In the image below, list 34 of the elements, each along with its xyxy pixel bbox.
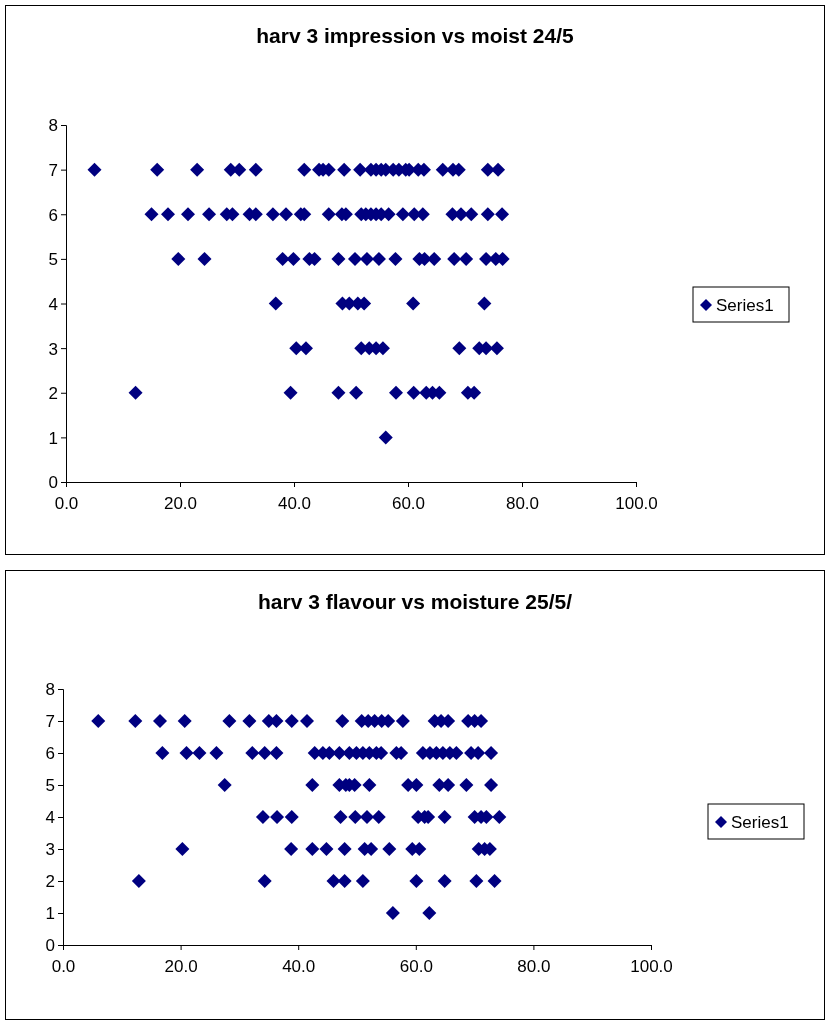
x-tick-label: 80.0	[517, 956, 551, 976]
legend-label: Series1	[716, 296, 774, 315]
x-tick-label: 40.0	[277, 493, 312, 513]
x-tick-label: 100.0	[630, 956, 673, 976]
x-tick-label: 0.0	[51, 956, 76, 976]
y-tick-label: 4	[45, 808, 55, 828]
x-tick-label: 20.0	[164, 956, 198, 976]
y-tick-label: 0	[45, 936, 55, 956]
y-tick-label: 8	[45, 680, 55, 700]
x-tick-label: 60.0	[399, 956, 433, 976]
legend-label: Series1	[731, 813, 789, 832]
x-tick-label: 0.0	[54, 493, 79, 513]
y-tick-label: 7	[45, 712, 55, 732]
y-tick-label: 5	[45, 776, 55, 796]
y-tick-label: 1	[48, 428, 58, 448]
y-tick-label: 6	[45, 744, 55, 764]
x-tick-label: 80.0	[505, 493, 540, 513]
chart-title: harv 3 flavour vs moisture 25/5/	[258, 590, 573, 613]
x-tick-label: 60.0	[391, 493, 426, 513]
y-tick-label: 4	[48, 294, 58, 314]
y-tick-label: 0	[48, 473, 58, 493]
chart-title: harv 3 impression vs moist 24/5	[256, 24, 575, 47]
x-tick-label: 40.0	[282, 956, 316, 976]
x-tick-label: 100.0	[615, 493, 658, 513]
y-tick-label: 3	[48, 339, 58, 359]
y-tick-label: 8	[48, 116, 58, 136]
x-tick-label: 20.0	[163, 493, 198, 513]
y-tick-label: 1	[45, 904, 55, 924]
y-tick-label: 3	[45, 840, 55, 860]
y-tick-label: 2	[48, 384, 58, 404]
y-tick-label: 5	[48, 250, 58, 270]
y-tick-label: 7	[48, 161, 58, 181]
y-tick-label: 6	[48, 205, 58, 225]
y-tick-label: 2	[45, 872, 55, 892]
